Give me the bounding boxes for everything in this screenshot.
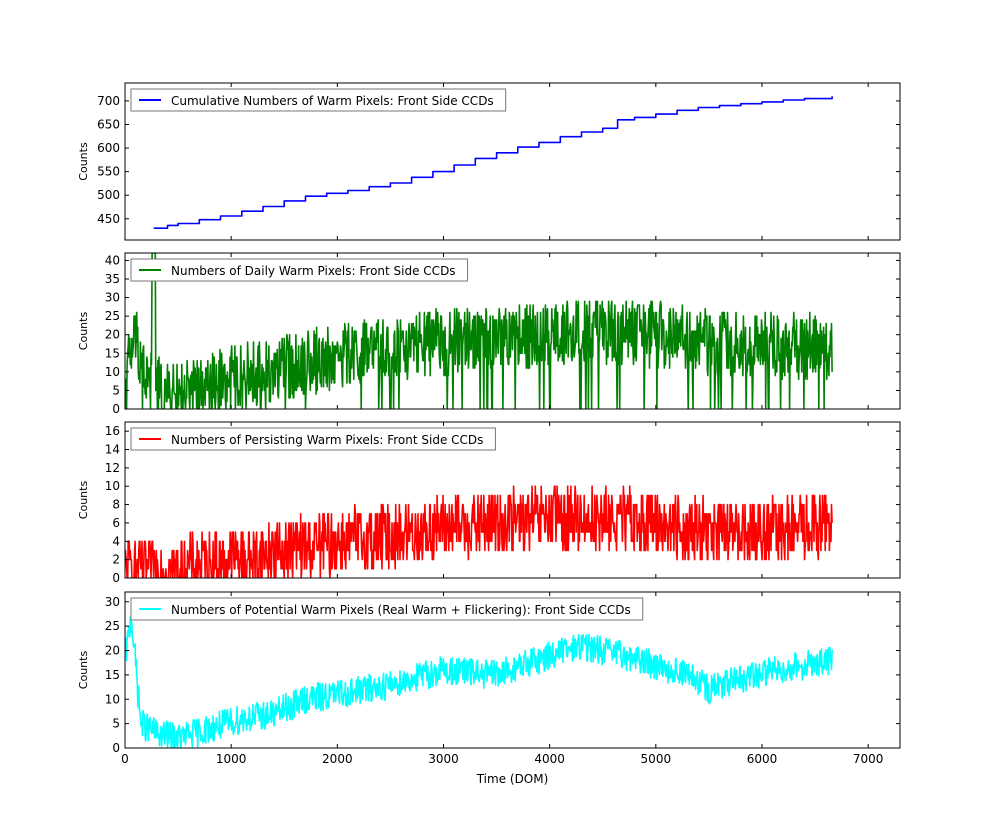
panel-2: 0 5 10 15 20 25 30 35 40 Counts Numbers of Daily W… xyxy=(77,252,901,416)
y-tick-label: 10 xyxy=(105,365,120,379)
y-axis-label: Counts xyxy=(77,142,90,181)
y-tick-label: 30 xyxy=(105,291,120,305)
plot-frame xyxy=(124,252,901,410)
y-tick-label: 15 xyxy=(105,346,120,360)
x-tick-label: 7000 xyxy=(853,752,884,766)
y-tick-label: 5 xyxy=(112,717,120,731)
y-axis-label: Counts xyxy=(77,312,90,351)
y-tick-label: 8 xyxy=(112,498,120,512)
legend: Numbers of Persisting Warm Pixels: Front… xyxy=(130,427,496,451)
y-tick-label: 10 xyxy=(105,479,120,493)
x-tick-label: 3000 xyxy=(428,752,459,766)
y-tick-label: 25 xyxy=(105,619,120,633)
series-line-1 xyxy=(153,96,833,229)
legend-label: Cumulative Numbers of Warm Pixels: Front… xyxy=(171,94,494,108)
y-tick-label: 500 xyxy=(97,188,120,202)
y-tick-label: 14 xyxy=(105,443,120,457)
x-axis-label: Time (DOM) xyxy=(476,772,549,786)
panel-1: 450 500 550 600 650 700 Counts Cumulative Numbe… xyxy=(77,82,901,241)
y-tick-label: 25 xyxy=(105,309,120,323)
y-tick-label: 650 xyxy=(97,117,120,131)
y-tick-label: 600 xyxy=(97,141,120,155)
legend: Cumulative Numbers of Warm Pixels: Front… xyxy=(130,88,507,112)
y-tick-label: 30 xyxy=(105,595,120,609)
panel-3: 0 2 4 6 8 10 12 14 16 Counts Numbers of Persisting… xyxy=(77,421,901,585)
series-line-1 xyxy=(125,253,833,409)
y-tick-label: 15 xyxy=(105,668,120,682)
y-tick-label: 40 xyxy=(105,253,120,267)
x-tick-label: 0 xyxy=(121,752,129,766)
y-tick-label: 12 xyxy=(105,461,120,475)
legend-box xyxy=(130,597,644,621)
series-line-1 xyxy=(125,616,833,748)
legend: Numbers of Daily Warm Pixels: Front Side… xyxy=(130,258,469,282)
legend-box xyxy=(130,427,496,451)
plot-frame xyxy=(124,591,901,749)
y-tick-label: 0 xyxy=(112,402,120,416)
y-axis-label: Counts xyxy=(77,481,90,520)
y-tick-label: 4 xyxy=(112,534,120,548)
y-tick-label: 700 xyxy=(97,94,120,108)
y-tick-label: 0 xyxy=(112,571,120,585)
y-tick-label: 450 xyxy=(97,212,120,226)
legend-box xyxy=(130,258,469,282)
y-tick-label: 16 xyxy=(105,424,120,438)
series-line-1 xyxy=(125,485,833,578)
x-tick-label: 4000 xyxy=(534,752,565,766)
y-tick-label: 6 xyxy=(112,516,120,530)
x-tick-label: 5000 xyxy=(641,752,672,766)
panel-4: 0 5 10 15 20 25 30 0 1000 2000 3000 4000 5000 6000 700… xyxy=(77,591,901,786)
y-tick-label: 550 xyxy=(97,165,120,179)
y-tick-label: 20 xyxy=(105,328,120,342)
y-tick-label: 10 xyxy=(105,692,120,706)
x-tick-label: 2000 xyxy=(322,752,353,766)
x-tick-label: 6000 xyxy=(747,752,778,766)
plot-frame xyxy=(124,421,901,579)
legend: Numbers of Potential Warm Pixels (Real W… xyxy=(130,597,644,621)
legend-box xyxy=(130,88,507,112)
y-tick-label: 35 xyxy=(105,272,120,286)
plot-frame xyxy=(124,82,901,241)
legend-label: Numbers of Daily Warm Pixels: Front Side… xyxy=(171,264,456,278)
y-tick-label: 0 xyxy=(112,741,120,755)
y-axis-label: Counts xyxy=(77,651,90,690)
y-tick-label: 2 xyxy=(112,553,120,567)
y-tick-label: 20 xyxy=(105,644,120,658)
legend-label: Numbers of Potential Warm Pixels (Real W… xyxy=(171,603,631,617)
x-tick-label: 1000 xyxy=(216,752,247,766)
y-tick-label: 5 xyxy=(112,383,120,397)
legend-label: Numbers of Persisting Warm Pixels: Front… xyxy=(171,433,483,447)
